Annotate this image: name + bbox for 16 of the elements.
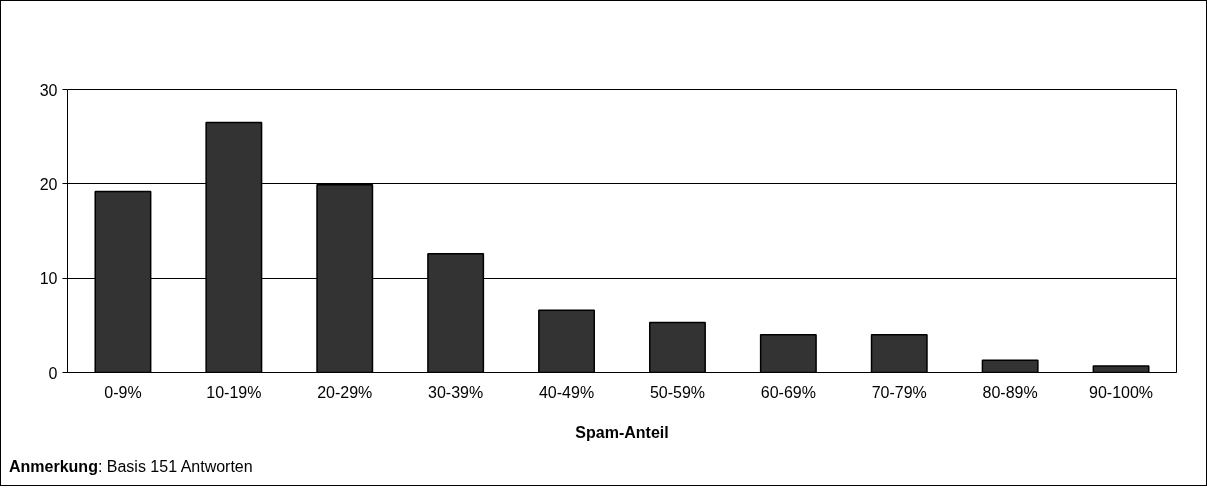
x-tick-label: 90-100% [1089,383,1154,401]
x-axis-title: Spam-Anteil [575,423,669,441]
x-tick-label: 50-59% [649,383,706,401]
x-tick-label: 10-19% [206,383,262,401]
x-tick-label: 70-79% [871,383,927,401]
x-tick-label: 20-29% [317,383,373,401]
x-tick-label: 40-49% [538,383,595,401]
y-tick-label: 10 [39,270,58,288]
text: Anmerkung: Basis 151 Antworten [9,457,253,477]
x-tick-label: 30-39% [428,383,484,401]
x-tick-label: 0-9% [104,383,142,401]
y-tick-label: 0 [48,364,58,382]
y-tick-label: 20 [39,175,58,193]
y-tick-label: 30 [39,81,58,99]
x-tick-label: 80-89% [982,383,1038,401]
x-tick-label: 60-69% [760,383,816,401]
